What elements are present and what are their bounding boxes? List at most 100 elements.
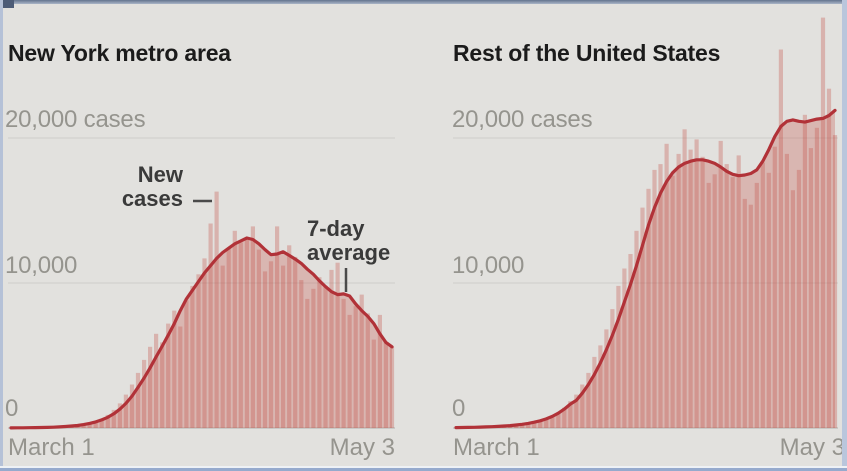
bar [281,265,286,428]
bar [214,191,219,428]
bar [93,421,98,428]
bar [208,223,213,428]
bar [664,143,669,429]
bar [544,419,549,428]
bar [250,226,255,428]
bar [178,326,183,428]
bar [658,164,663,428]
bar [353,306,358,428]
chart-rest-us [453,17,838,430]
y-axis-label-0-ny: 0 [5,395,19,422]
bar [129,384,135,428]
bar [760,162,765,428]
frame-edge-left [0,0,3,471]
gridlines [8,137,395,429]
chart-title-rest-us: Rest of the United States [453,40,721,66]
bar [826,88,832,428]
bar [275,226,280,428]
bar [778,49,783,428]
bar [135,372,141,428]
bar [268,261,274,429]
x-axis-label-end-us: May 3 [779,434,845,461]
bar [736,155,741,428]
bar [802,114,807,429]
bar [172,310,177,429]
bar [724,164,729,428]
bar [347,314,352,428]
bar [730,177,735,428]
bar [262,271,268,428]
bar [190,285,195,428]
bar [586,372,591,428]
new-cases-bars [465,17,838,429]
bar [238,242,243,428]
y-axis-label-0-us: 0 [452,395,466,422]
bar [694,139,699,428]
bar [365,313,370,428]
bar [359,294,364,428]
bar [305,298,310,428]
bar [652,169,657,428]
bar [772,146,777,428]
bar [538,421,543,428]
bar [117,403,122,429]
bar [105,414,110,428]
bar [184,300,189,428]
bar [622,268,627,428]
bar [99,418,104,428]
bar [688,149,693,428]
bar [323,285,328,428]
bar [640,207,645,428]
bar [808,148,813,428]
x-axis-label-start-us: March 1 [453,434,540,461]
bar [598,345,603,429]
bar [610,309,615,428]
bar [670,175,675,428]
frame-edge-right [842,0,847,471]
bar [377,314,382,428]
new-cases-bars [45,191,395,429]
bar [592,356,597,428]
bar [754,182,759,428]
bar [371,339,376,429]
bar [287,245,292,428]
bar [634,230,639,428]
bar [568,401,573,428]
bar [706,182,711,428]
bar [148,346,153,428]
bar [742,198,747,428]
annotation-7-day-average: 7-day average [307,216,391,266]
seven-day-average-line [9,236,394,430]
bar [335,262,340,428]
bar [796,169,801,428]
bar [628,254,633,428]
bar [748,204,753,428]
bar [311,288,316,428]
bar [820,17,826,428]
bar [317,277,322,428]
x-axis-label-start-ny: March 1 [8,434,95,461]
bar [682,129,687,429]
bar [616,285,621,428]
seven-day-average-line [454,108,837,430]
bar [520,424,525,428]
bar [526,423,531,428]
bar [202,258,207,429]
bar [166,323,171,428]
bar [142,359,147,429]
bar [87,422,92,428]
y-axis-label-20000-ny: 20,000 cases [5,106,146,133]
annotation-new-cases: New cases [121,162,183,212]
y-axis-label-20000-us: 20,000 cases [452,106,593,133]
bar [790,190,795,428]
frame-corner-dark [0,0,14,8]
bar [160,342,165,428]
chart-title-ny: New York metro area [8,40,231,66]
bar [556,412,561,428]
bar [784,153,789,428]
bar [329,269,334,428]
bar [256,249,261,428]
bar [293,256,298,428]
